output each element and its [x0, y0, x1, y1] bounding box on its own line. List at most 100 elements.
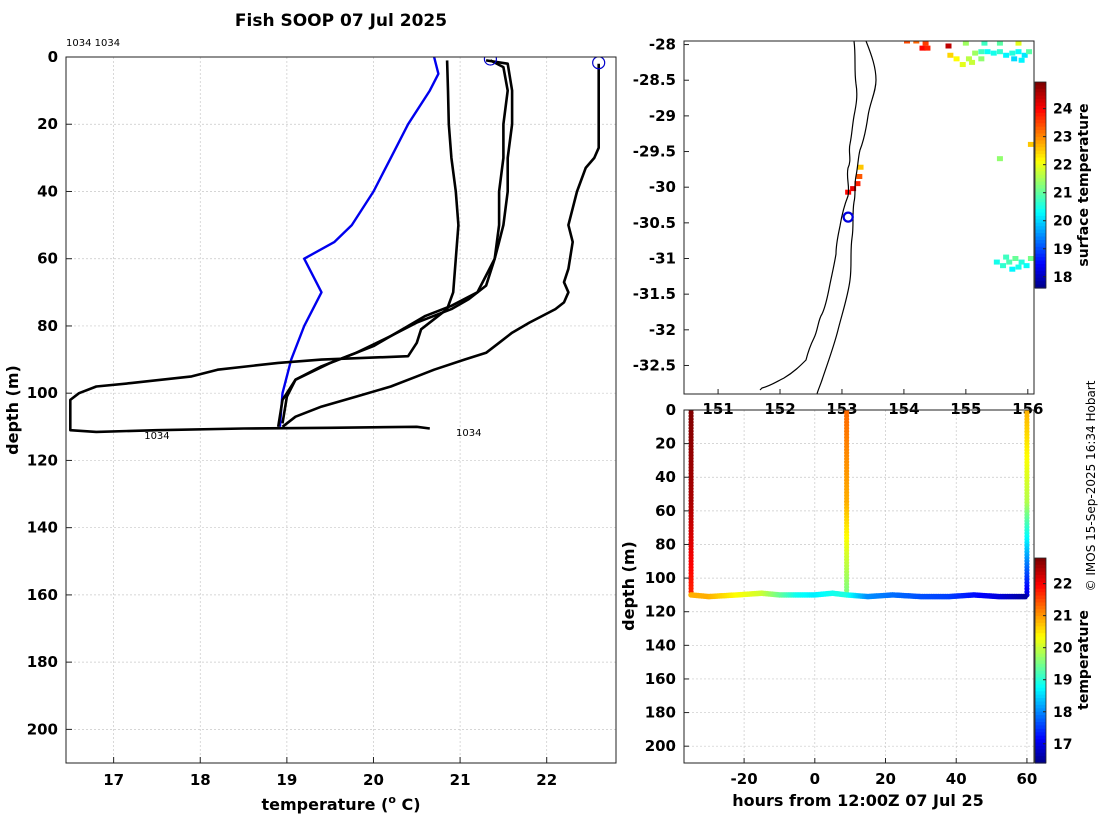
sst-colorbar-segment — [1035, 157, 1046, 162]
profile-line-current — [278, 57, 440, 427]
sst-pixel — [1027, 141, 1034, 147]
sst-colorbar-segment — [1035, 191, 1046, 196]
bottom-track-point — [1022, 593, 1028, 600]
section-y-ticks: 0 20 40 60 80 100 120 140 160 180 200 — [645, 401, 689, 755]
sst-pixel — [990, 50, 997, 56]
temperature-colorbar-segment — [1035, 561, 1046, 566]
sst-colorbar-segment — [1035, 116, 1046, 121]
temperature-colorbar-segment — [1035, 687, 1046, 692]
sst-pixel — [1006, 259, 1013, 265]
figure-title: Fish SOOP 07 Jul 2025 — [235, 11, 447, 31]
profile-series-layer: 1034 1034 — [69, 57, 606, 442]
sst-pixel — [962, 41, 969, 46]
lat-tick-label: -31 — [649, 250, 676, 268]
sst-colorbar-segment — [1035, 133, 1046, 138]
temperature-colorbar-segment — [1035, 558, 1046, 563]
temperature-colorbar-tick-label: 18 — [1053, 705, 1072, 721]
temperature-colorbar-segment — [1035, 578, 1046, 583]
section-axes-frame — [683, 409, 1035, 764]
sst-pixel — [850, 186, 857, 192]
y-tick-label: 60 — [37, 250, 58, 268]
y-tick-label: 80 — [37, 317, 58, 335]
sst-colorbar-segment — [1035, 82, 1046, 87]
temperature-colorbar-segment — [1035, 701, 1046, 706]
sst-colorbar-segment — [1035, 164, 1046, 169]
temperature-colorbar-segment — [1035, 629, 1046, 634]
temperature-colorbar-segment — [1035, 691, 1046, 696]
sst-pixel — [969, 59, 976, 65]
temperature-colorbar-segment — [1035, 704, 1046, 709]
sst-pixel — [972, 50, 979, 56]
sst-colorbar-segment — [1035, 236, 1046, 241]
sst-pixel — [1026, 49, 1033, 55]
sst-pixel — [1003, 254, 1010, 260]
profile-x-ticks: 17 18 19 20 21 22 — [103, 757, 557, 789]
temperature-colorbar-segment — [1035, 663, 1046, 668]
y-tick-label: 20 — [37, 115, 58, 133]
temperature-colorbar-segment — [1035, 728, 1046, 733]
temperature-colorbar-segment — [1035, 745, 1046, 750]
sst-colorbar-segment — [1035, 174, 1046, 179]
sst-pixel — [1015, 41, 1022, 46]
temperature-colorbar-segment — [1035, 568, 1046, 573]
sst-colorbar-tick-label: 21 — [1053, 186, 1072, 202]
sst-colorbar-segment — [1035, 85, 1046, 90]
lon-tick-label: 153 — [826, 400, 857, 418]
temperature-colorbar-segment — [1035, 722, 1046, 727]
temperature-colorbar-segment — [1035, 698, 1046, 703]
sst-colorbar-segment — [1035, 99, 1046, 104]
sst-colorbar-segment — [1035, 209, 1046, 214]
lat-tick-label: -30.5 — [633, 214, 676, 232]
sst-pixel — [854, 181, 861, 187]
temperature-colorbar-segment — [1035, 667, 1046, 672]
x-tick-label: 22 — [536, 771, 557, 789]
temperature-colorbar-tick-label: 20 — [1053, 641, 1073, 657]
y-tick-label: 120 — [27, 451, 58, 469]
sst-colorbar-segment — [1035, 250, 1046, 255]
lat-tick-label: -29 — [649, 107, 676, 125]
ship-position-marker — [842, 211, 854, 223]
x-tick-label: 19 — [276, 771, 297, 789]
sst-pixel — [996, 49, 1003, 55]
temperature-colorbar-segment — [1035, 742, 1046, 747]
temperature-colorbar-segment — [1035, 575, 1046, 580]
sst-pixel — [981, 41, 988, 46]
sst-colorbar-tick-label: 23 — [1053, 130, 1072, 146]
sst-pixel — [856, 173, 863, 179]
coastline-layer — [759, 41, 877, 394]
y-tick-label: 140 — [645, 636, 676, 654]
sst-pixel — [1009, 266, 1016, 272]
sst-colorbar-segment — [1035, 147, 1046, 152]
temperature-colorbar-segment — [1035, 708, 1046, 713]
temperature-colorbar-segment — [1035, 670, 1046, 675]
profile-y-axis-label: depth (m) — [3, 365, 22, 455]
sst-pixel — [1021, 52, 1028, 58]
x-tick-label: 18 — [190, 771, 211, 789]
y-tick-label: 180 — [645, 704, 676, 722]
temperature-colorbar-segment — [1035, 660, 1046, 665]
y-tick-label: 60 — [655, 502, 676, 520]
xlabel-tail: C) — [396, 795, 421, 814]
temperature-colorbar-segment — [1035, 564, 1046, 569]
xlabel-main: temperature ( — [261, 795, 388, 814]
surface-marker — [592, 57, 606, 70]
sst-colorbar-segment — [1035, 167, 1046, 172]
sst-colorbar-segment — [1035, 154, 1046, 159]
sst-pixel — [996, 41, 1003, 46]
sst-colorbar-segment — [1035, 281, 1046, 286]
temperature-colorbar-segment — [1035, 619, 1046, 624]
sst-pixel — [959, 62, 966, 68]
y-tick-label: 140 — [27, 519, 58, 537]
lon-tick-label: 152 — [764, 400, 795, 418]
section-y-axis-label: depth (m) — [619, 541, 638, 631]
lat-tick-label: -30 — [649, 178, 676, 196]
sst-pixel — [1018, 57, 1025, 63]
sst-colorbar-tick-label: 18 — [1053, 270, 1072, 286]
temperature-colorbar-segment — [1035, 711, 1046, 716]
sst-colorbar-segment — [1035, 95, 1046, 100]
y-tick-label: 40 — [37, 182, 58, 200]
y-tick-label: 100 — [27, 384, 58, 402]
sst-colorbar-segment — [1035, 130, 1046, 135]
temperature-colorbar-segment — [1035, 715, 1046, 720]
sst-colorbar-segment — [1035, 88, 1046, 93]
